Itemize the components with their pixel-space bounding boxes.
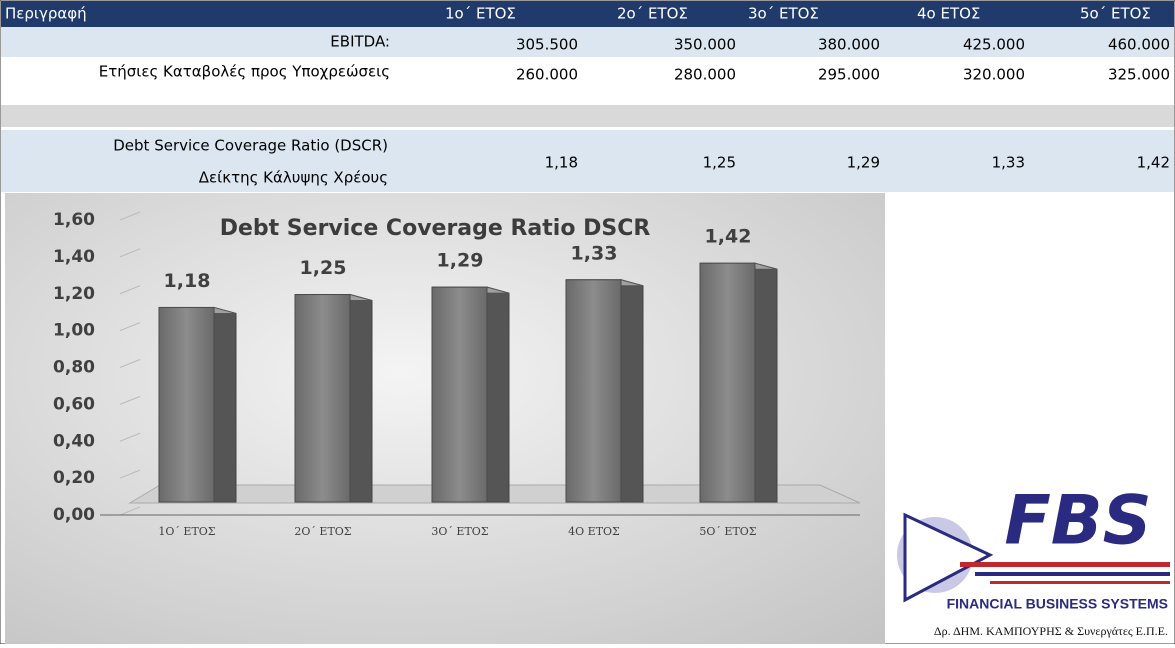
grid-line (119, 359, 141, 368)
cell: 460.000 (1108, 36, 1170, 54)
bar (158, 306, 215, 503)
grid-line (119, 432, 141, 442)
cell: 1,42 (1137, 154, 1170, 172)
bar (431, 286, 488, 503)
x-tick-label: 2Ο΄ ΕΤΟΣ (294, 525, 351, 538)
grid-line (119, 285, 141, 295)
x-tick-label: 1Ο΄ ΕΤΟΣ (158, 525, 215, 538)
logo-stripe (990, 581, 1170, 584)
cell: 350.000 (674, 36, 736, 54)
cell: 380.000 (818, 36, 880, 54)
x-tick-label: 4Ο ΕΤΟΣ (568, 525, 620, 538)
cell: 325.000 (1108, 66, 1170, 84)
header-cell: 4ο ΕΤΟΣ (917, 5, 980, 23)
cell: 1,33 (992, 154, 1025, 172)
row-label: Ετήσιες Καταβολές προς Υποχρεώσεις (99, 63, 390, 81)
header-cell: 1ο΄ ΕΤΟΣ (445, 5, 516, 23)
cell: 295.000 (818, 66, 880, 84)
header-row (1, 1, 1174, 27)
bar-side (620, 279, 644, 503)
bar-side (349, 293, 373, 503)
bar (699, 262, 756, 503)
bar-side (754, 262, 778, 503)
y-tick-label: 0,20 (53, 468, 95, 488)
header-cell: Περιγραφή (5, 5, 87, 23)
chart-title: Debt Service Coverage Ratio DSCR (220, 216, 651, 241)
row-bg (1, 105, 1174, 127)
cell: 1,18 (545, 154, 578, 172)
y-tick-label: 1,00 (53, 321, 95, 341)
row-label: EBITDA: (330, 33, 390, 51)
cell: 260.000 (516, 66, 578, 84)
grid-line (119, 506, 141, 516)
row-bg (1, 130, 1174, 192)
bar-side (486, 286, 510, 503)
data-label: 1,33 (571, 242, 618, 264)
data-label: 1,18 (164, 270, 211, 292)
dscr-label: Δείκτης Κάλυψης Χρέους (199, 169, 388, 187)
logo: FBS FINANCIAL BUSINESS SYSTEMS Δρ. ΔΗΜ. … (897, 482, 1170, 638)
bar (294, 294, 351, 503)
grid-line (119, 322, 141, 332)
logo-triangle (903, 512, 994, 603)
y-tick-label: 0,60 (53, 394, 95, 414)
bar-side (213, 306, 237, 503)
x-tick-label: 3Ο΄ ΕΤΟΣ (431, 525, 488, 538)
grid-line (119, 469, 141, 479)
header-cell: 3ο΄ ΕΤΟΣ (748, 5, 819, 23)
logo-stripe (960, 562, 1170, 567)
y-tick-label: 1,60 (53, 210, 95, 230)
row-bg (1, 27, 1174, 57)
y-tick-label: 0,00 (53, 505, 95, 525)
bar (565, 279, 622, 503)
y-tick-label: 1,20 (53, 284, 95, 304)
cell: 280.000 (674, 66, 736, 84)
y-tick-label: 0,80 (53, 358, 95, 378)
header-cell: 5ο΄ ΕΤΟΣ (1080, 5, 1151, 23)
logo-mark: FBS (1004, 482, 1151, 561)
x-tick-label: 5Ο΄ ΕΤΟΣ (699, 525, 756, 538)
y-tick-label: 1,40 (53, 247, 95, 267)
cell: 1,29 (847, 154, 880, 172)
grid-line (119, 211, 141, 221)
logo-company: Δρ. ΔΗΜ. ΚΑΜΠΟΥΡΗΣ & Συνεργάτες Ε.Π.Ε. (934, 624, 1168, 638)
data-label: 1,42 (705, 226, 752, 248)
data-label: 1,25 (300, 257, 347, 279)
cell: 425.000 (963, 36, 1025, 54)
cell: 1,25 (703, 154, 736, 172)
dscr-label: Debt Service Coverage Ratio (DSCR) (113, 137, 388, 155)
header-cell: 2ο΄ ΕΤΟΣ (617, 5, 688, 23)
cell: 305.500 (516, 36, 578, 54)
grid-line (119, 395, 141, 405)
y-tick-label: 0,40 (53, 431, 95, 451)
logo-stripe (975, 572, 1170, 576)
logo-name: FINANCIAL BUSINESS SYSTEMS (947, 596, 1168, 612)
data-label: 1,29 (437, 250, 484, 272)
cell: 320.000 (963, 66, 1025, 84)
grid-line (119, 248, 141, 258)
